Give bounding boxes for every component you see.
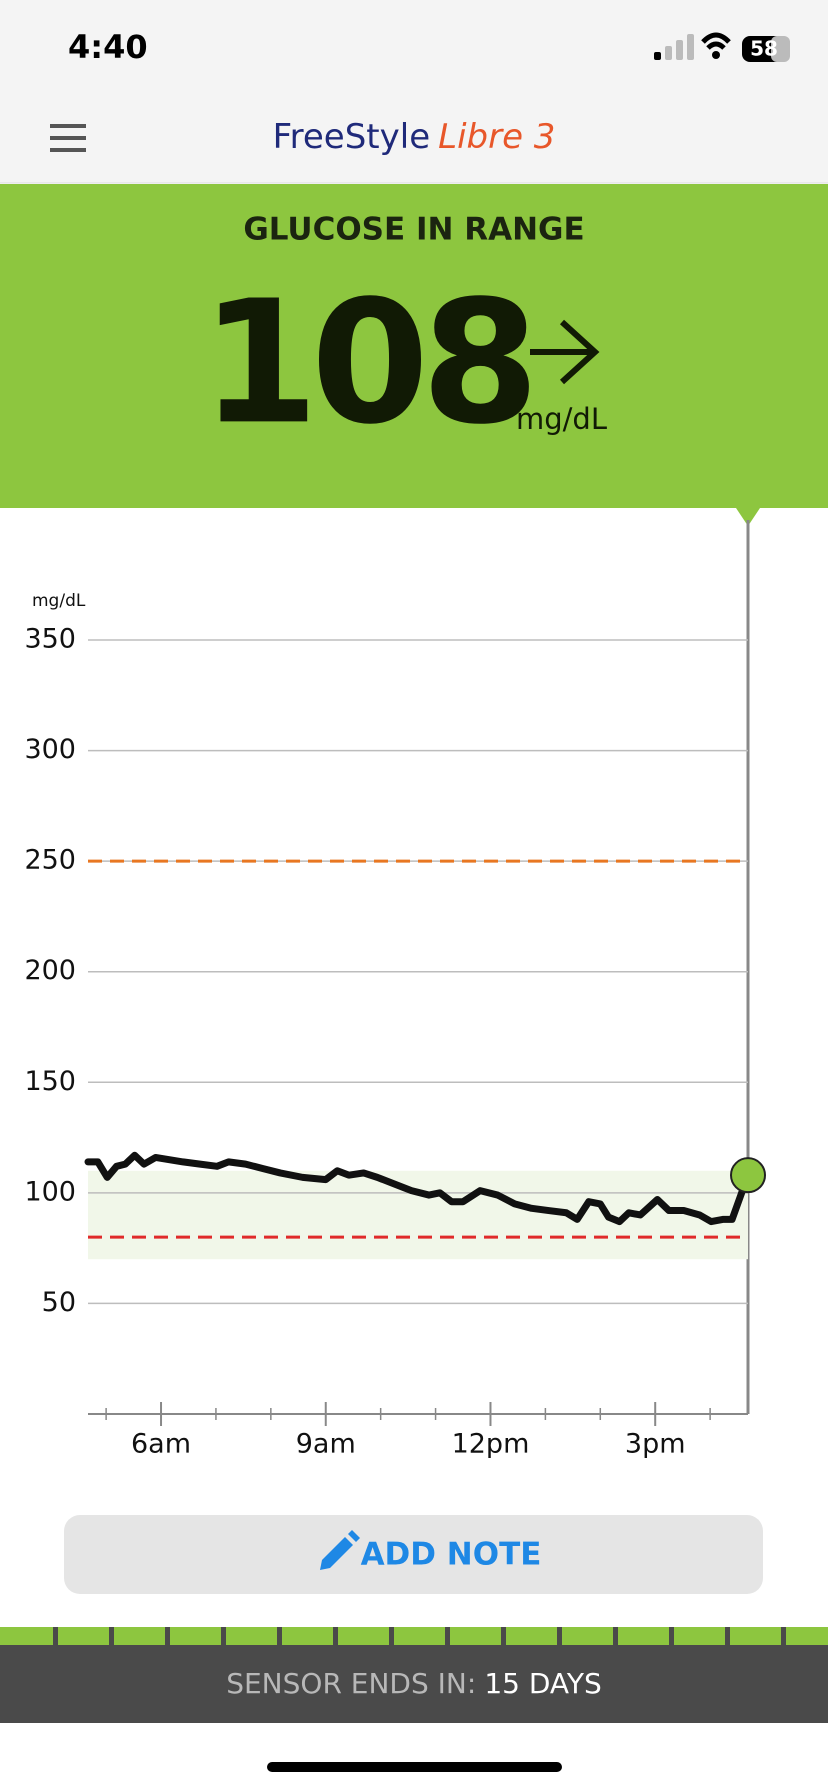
y-tick-label: 150 xyxy=(24,1066,76,1097)
glucose-unit: mg/dL xyxy=(516,402,607,436)
clock: 4:40 xyxy=(68,28,148,66)
progress-separator xyxy=(669,1627,674,1645)
sensor-bar xyxy=(0,1645,828,1723)
y-tick-label: 50 xyxy=(42,1287,76,1318)
progress-separator xyxy=(557,1627,562,1645)
progress-separator xyxy=(389,1627,394,1645)
top-bar xyxy=(0,0,828,183)
logo: FreeStyle Libre 3 xyxy=(273,117,556,157)
x-tick-label: 12pm xyxy=(452,1429,530,1460)
plot: 50 100 150 200 250 300 350 6am 9am 12pm 3pm xyxy=(24,624,766,1460)
progress-separator xyxy=(445,1627,450,1645)
glucose-panel xyxy=(0,184,828,508)
progress-separator xyxy=(613,1627,618,1645)
pencil-icon xyxy=(320,1530,360,1570)
y-tick-label: 250 xyxy=(24,845,76,876)
pointer-notch xyxy=(736,508,760,526)
x-tick-label: 9am xyxy=(296,1429,356,1460)
logo-brand: FreeStyle xyxy=(273,117,431,157)
trend-arrow xyxy=(530,319,600,385)
x-tick-label: 3pm xyxy=(625,1429,686,1460)
current-point xyxy=(730,1157,766,1194)
progress-separator xyxy=(109,1627,114,1645)
y-tick-label: 200 xyxy=(24,955,76,986)
sensor-label: SENSOR ENDS IN: xyxy=(226,1667,476,1700)
progress-separators xyxy=(53,1627,786,1645)
progress-separator xyxy=(781,1627,786,1645)
target-range xyxy=(88,1170,748,1260)
progress-separator xyxy=(333,1627,338,1645)
sensor-progress xyxy=(0,1627,828,1645)
progress-separator xyxy=(53,1627,58,1645)
battery-empty xyxy=(771,36,790,62)
wifi-dot xyxy=(712,51,720,59)
y-tick-label: 100 xyxy=(24,1176,76,1207)
add-note-button[interactable] xyxy=(64,1515,763,1594)
wifi-icon xyxy=(701,32,731,50)
menu-icon[interactable] xyxy=(50,124,86,152)
progress-separator xyxy=(501,1627,506,1645)
glucose-line xyxy=(84,1151,752,1226)
signal-icon xyxy=(654,34,694,60)
x-tick-label: 6am xyxy=(131,1429,191,1460)
home-indicator xyxy=(267,1762,562,1772)
glucose-value: 108 xyxy=(201,264,532,462)
glucose-status: GLUCOSE IN RANGE xyxy=(243,212,584,248)
add-note-label[interactable]: ADD NOTE xyxy=(361,1537,542,1573)
progress-separator xyxy=(221,1627,226,1645)
sensor-text: SENSOR ENDS IN: 15 DAYS xyxy=(226,1667,602,1700)
progress-separator xyxy=(165,1627,170,1645)
y-axis-label: mg/dL xyxy=(32,591,86,611)
sensor-value: 15 DAYS xyxy=(484,1667,601,1700)
progress-separator xyxy=(725,1627,730,1645)
battery-level: 58 xyxy=(750,37,778,61)
progress-separator xyxy=(277,1627,282,1645)
y-tick-label: 350 xyxy=(24,624,76,655)
logo-accent: Libre 3 xyxy=(438,117,555,157)
y-tick-label: 300 xyxy=(24,734,76,765)
